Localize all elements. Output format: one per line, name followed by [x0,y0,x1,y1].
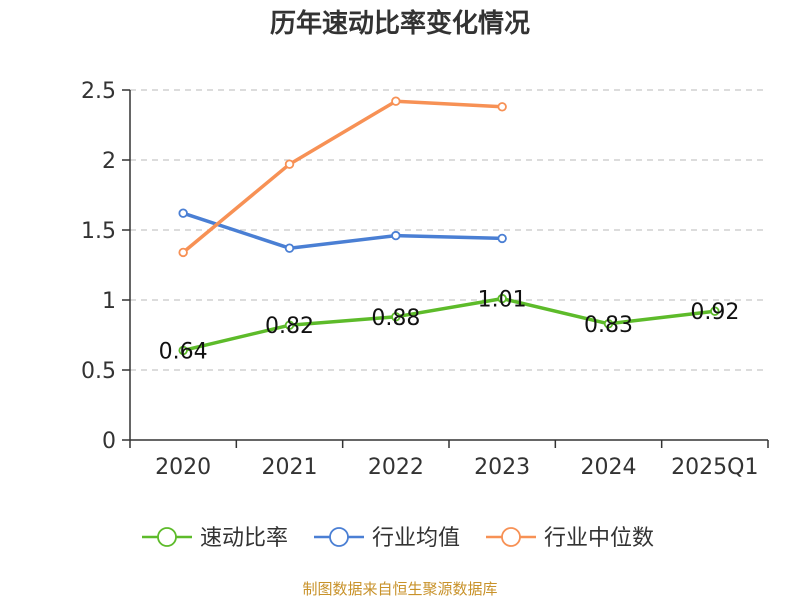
series-2-point-3 [497,102,507,112]
legend-label-2: 行业中位数 [544,526,654,551]
series-0-point-3 [497,293,507,304]
legend-item-2[interactable]: 行业中位数 [486,526,654,551]
y-tick-label-4: 2 [102,149,116,174]
legend-label-0: 速动比率 [200,526,288,551]
x-tick-label-2: 2022 [368,455,424,480]
grid [130,89,768,371]
data-label-0-4: 0.83 [584,313,633,338]
legend-label-1: 行业均值 [372,526,460,551]
data-label-0-0: 0.64 [159,339,208,364]
x-tick-label-3: 2023 [474,455,530,480]
x-tick-label-1: 2021 [262,455,318,480]
series-0-point-0 [178,345,188,356]
series-1 [178,208,507,253]
y-tick-label-2: 1 [102,289,116,314]
y-tick-label-5: 2.5 [81,79,116,104]
series-0-point-1 [284,320,295,330]
x-tick-label-4: 2024 [581,455,637,480]
y-tick-label-1: 0.5 [81,359,116,384]
data-labels: 0.64 0.82 0.88 1.01 0.83 0.92 [159,288,740,365]
series-1-point-2 [391,230,401,241]
series-0-point-4 [603,319,614,329]
series-1-point-1 [284,243,295,253]
series-2-point-1 [284,159,295,169]
legend-marker-1 [329,527,349,547]
y-tick-label-3: 1.5 [81,219,116,244]
data-label-0-5: 0.92 [690,300,739,325]
legend[interactable]: 速动比率 行业均值 行业中位数 [142,526,654,551]
series-2-line [181,99,504,255]
series-layer [178,96,720,356]
series-0-point-2 [391,312,401,322]
x-tick-label-0: 2020 [155,455,211,480]
data-label-0-3: 1.01 [478,288,527,313]
series-2 [178,96,507,258]
source-text: 制图数据来自恒生聚源数据库 [302,580,497,598]
series-1-point-0 [178,208,188,218]
legend-item-0[interactable]: 速动比率 [142,526,288,551]
series-0 [178,293,720,356]
series-1-point-3 [497,233,507,244]
chart-title: 历年速动比率变化情况 [270,8,530,39]
data-label-0-1: 0.82 [265,314,314,339]
series-0-line [181,296,717,353]
series-2-point-2 [391,96,401,106]
axes: 0 0.5 1 1.5 2 2.5 2020 2021 2022 2023 2024 2025Q1 [81,79,769,480]
series-1-line [181,211,504,250]
y-tick-label-0: 0 [102,429,116,454]
series-2-point-0 [178,247,188,258]
legend-marker-2 [501,527,521,547]
legend-marker-0 [157,527,177,547]
x-tick-label-5: 2025Q1 [671,455,758,480]
series-0-point-5 [710,306,720,316]
legend-item-1[interactable]: 行业均值 [314,526,460,551]
data-label-0-2: 0.88 [371,306,420,331]
